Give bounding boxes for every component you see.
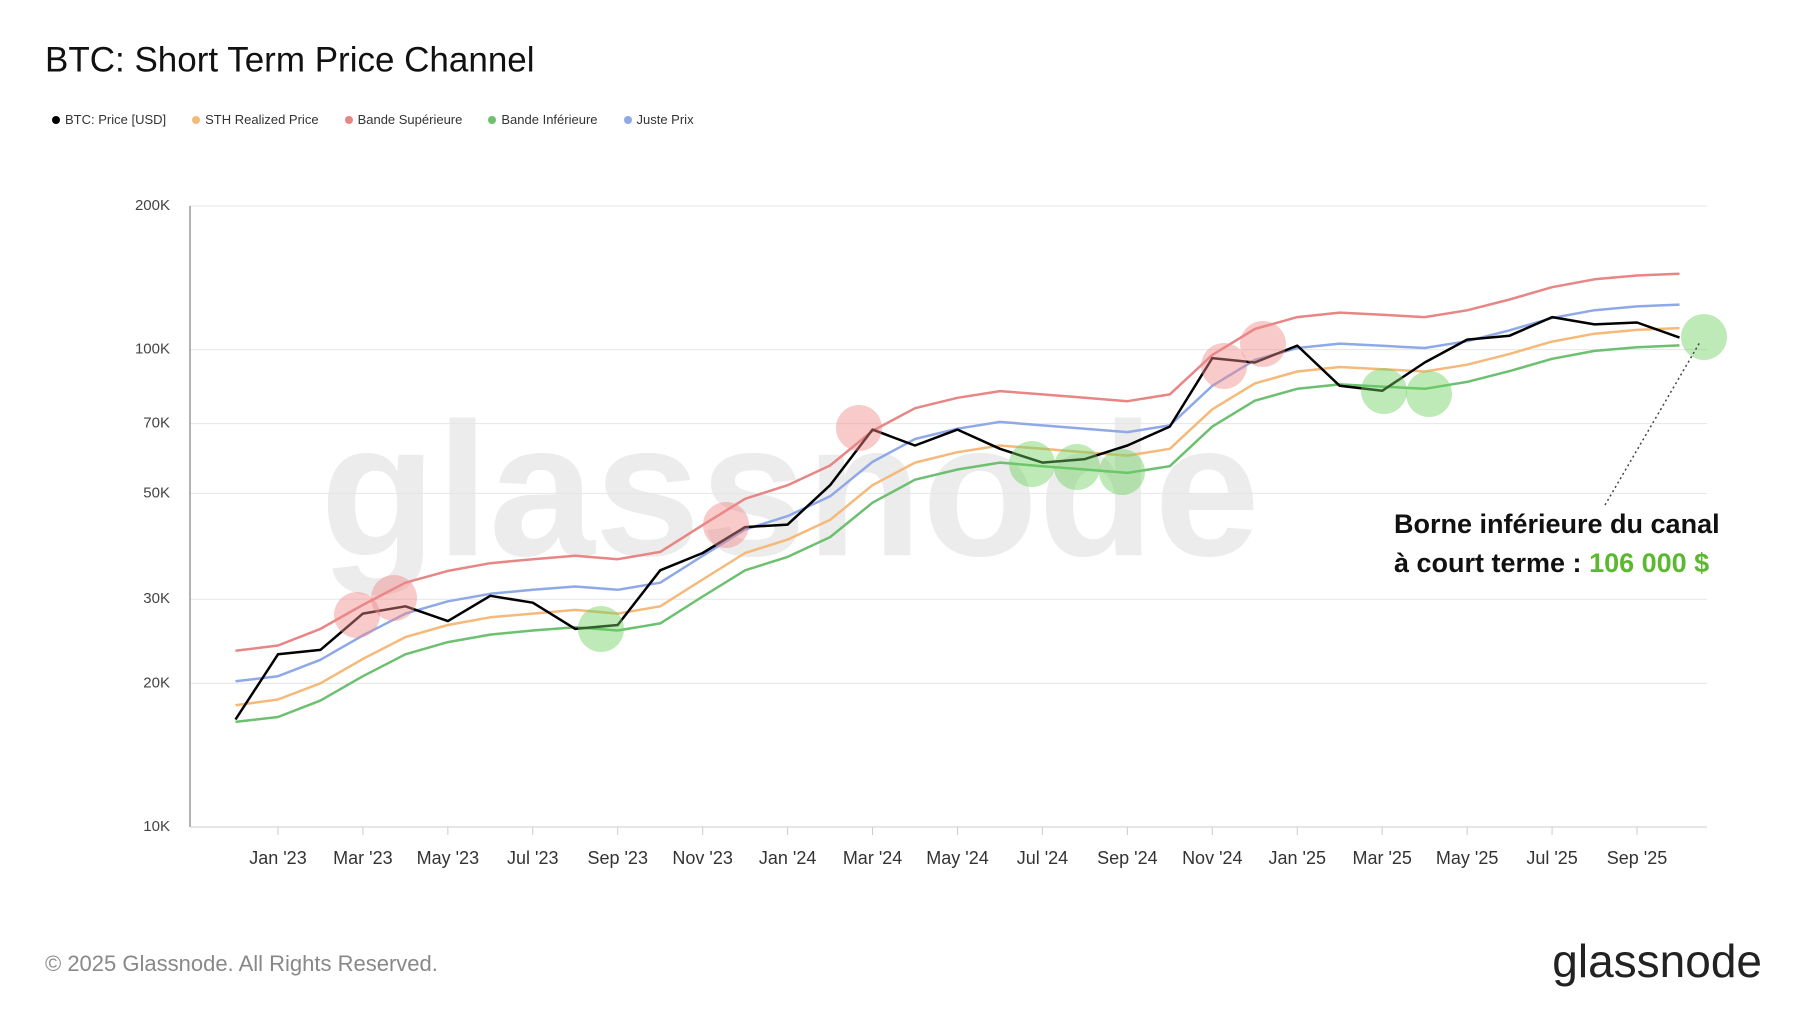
highlight [1681, 314, 1727, 360]
legend-item[interactable]: STH Realized Price [192, 112, 319, 127]
legend-label: Juste Prix [636, 112, 694, 127]
x-tick-label: Nov '24 [1182, 848, 1242, 868]
legend-item[interactable]: BTC: Price [USD] [52, 112, 166, 127]
legend-item[interactable]: Juste Prix [623, 112, 694, 127]
y-tick-label: 30K [143, 590, 170, 607]
legend-label: Bande Supérieure [357, 112, 463, 127]
highlights [334, 314, 1727, 652]
legend: BTC: Price [USD] STH Realized Price Bande … [52, 112, 694, 127]
y-tick-label: 70K [143, 415, 170, 432]
legend-label: Bande Inférieure [501, 112, 598, 127]
series-line [235, 272, 1680, 653]
highlight [1054, 444, 1100, 490]
y-tick-label: 10K [143, 818, 170, 835]
highlight [1361, 368, 1407, 414]
legend-swatch [192, 116, 201, 124]
highlight [1201, 343, 1247, 389]
highlight [578, 606, 624, 652]
arrow [1604, 341, 1701, 506]
legend-swatch [52, 116, 60, 124]
x-tick-label: Mar '25 [1352, 848, 1411, 868]
x-tick-label: May '25 [1436, 848, 1498, 868]
x-tick-label: May '23 [417, 848, 479, 868]
y-tick-label: 20K [143, 674, 170, 691]
x-tick-label: Mar '23 [333, 848, 392, 868]
highlight [334, 592, 380, 638]
y-tick-label: 200K [135, 197, 170, 214]
x-tick-label: Jan '25 [1269, 848, 1326, 868]
x-tick-label: Sep '23 [587, 848, 648, 868]
annotation: Borne inférieure du canal à court terme … [1394, 505, 1720, 583]
annotation-text: à court terme : [1394, 548, 1590, 578]
legend-item[interactable]: Bande Inférieure [488, 112, 598, 127]
highlight [1009, 441, 1055, 487]
watermark: glassnode [320, 384, 1260, 596]
highlight [1099, 449, 1145, 495]
x-tick-label: Jul '24 [1017, 848, 1068, 868]
legend-swatch [344, 116, 353, 124]
x-tick-label: Jul '23 [507, 848, 558, 868]
logo: glassnode [1552, 935, 1762, 987]
legend-label: STH Realized Price [205, 112, 319, 127]
x-tick-label: Sep '25 [1607, 848, 1668, 868]
annotation-value: 106 000 $ [1589, 548, 1710, 578]
series-line [235, 326, 1680, 707]
highlight [836, 405, 882, 451]
annotation-line: à court terme : 106 000 $ [1394, 544, 1720, 583]
legend-swatch [623, 116, 632, 124]
x-tick-label: Mar '24 [843, 848, 902, 868]
annotation-line: Borne inférieure du canal [1394, 509, 1720, 539]
x-tick-label: Jan '23 [249, 848, 306, 868]
x-tick-label: Nov '23 [672, 848, 732, 868]
x-tick-label: Jul '25 [1526, 848, 1577, 868]
legend-item[interactable]: Bande Supérieure [344, 112, 463, 127]
footer: © 2025 Glassnode. All Rights Reserved. [45, 951, 438, 976]
highlight [703, 502, 749, 548]
highlight [371, 575, 417, 621]
y-tick-label: 50K [143, 484, 170, 501]
chart-title: BTC: Short Term Price Channel [45, 40, 535, 79]
x-tick-label: May '24 [926, 848, 988, 868]
series-line [234, 315, 1680, 721]
x-tick-label: Jan '24 [759, 848, 816, 868]
y-tick-label: 100K [135, 341, 170, 358]
x-tick-label: Sep '24 [1097, 848, 1158, 868]
legend-label: BTC: Price [USD] [65, 112, 167, 127]
legend-swatch [488, 116, 497, 124]
highlight [1240, 321, 1286, 367]
series-line [235, 344, 1680, 724]
highlight [1406, 371, 1452, 417]
